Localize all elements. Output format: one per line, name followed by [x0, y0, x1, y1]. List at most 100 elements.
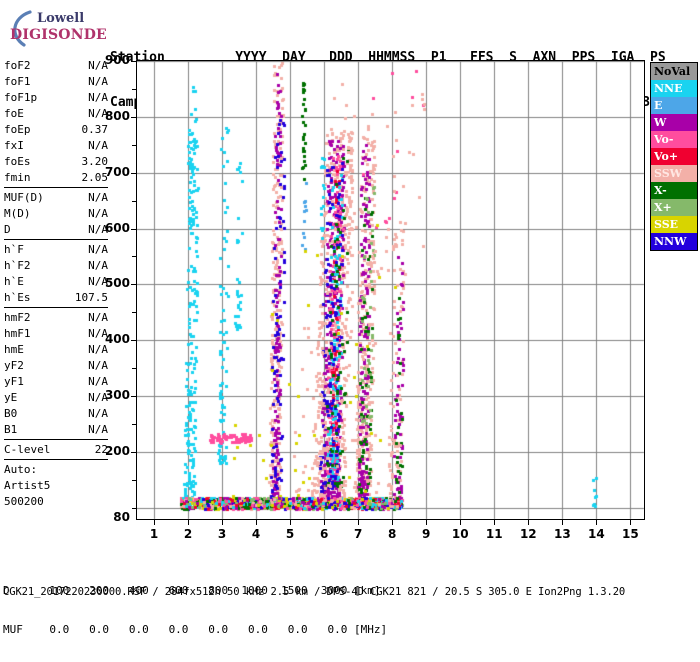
x-axis-tick: [256, 519, 258, 525]
param-row-fof1p: foF1p N/A: [2, 90, 112, 106]
x-axis-tick: [222, 519, 224, 525]
legend-item-vo[interactable]: Vo-: [651, 131, 697, 148]
param-value: N/A: [88, 391, 108, 404]
y-axis-label: 400: [104, 332, 130, 347]
ionospheric-parameters-panel: foF2 N/A foF1 N/A foF1p N/A foE N/A foEp 0.37 fxI N…: [2, 58, 112, 510]
legend-item-nne[interactable]: NNE: [651, 80, 697, 97]
param-value: N/A: [88, 139, 108, 152]
param-key: M(D): [4, 207, 31, 220]
legend-item-e[interactable]: E: [651, 97, 697, 114]
y-axis-tick-major: [131, 284, 136, 286]
x-axis-tick: [562, 519, 564, 525]
param-key: h`F2: [4, 259, 31, 272]
dmuf-row-muf: MUF 0.0 0.0 0.0 0.0 0.0 0.0 0.0 0.0 [MHz…: [3, 623, 388, 636]
auto-scaler-line-0: Auto:: [2, 462, 112, 478]
x-axis-tick: [392, 519, 394, 525]
param-value: N/A: [88, 243, 108, 256]
param-row-fof1: foF1 N/A: [2, 74, 112, 90]
param-group-divider: [4, 307, 108, 308]
param-value: N/A: [88, 207, 108, 220]
y-axis-tick-minor: [132, 312, 136, 314]
auto-scaler-line-1: Artist5: [2, 478, 112, 494]
lowell-digisonde-logo: Lowell DIGISONDE: [4, 8, 114, 50]
y-axis-tick-major: [131, 228, 136, 230]
y-axis-tick-major: [131, 396, 136, 398]
x-axis-tick: [460, 519, 462, 525]
legend-item-sse[interactable]: SSE: [651, 216, 697, 233]
param-row-hf: h`F N/A: [2, 242, 112, 258]
param-value: N/A: [88, 375, 108, 388]
param-key: yE: [4, 391, 18, 404]
param-row-fmin: fmin 2.05: [2, 170, 112, 186]
legend-item-nnw[interactable]: NNW: [651, 233, 697, 250]
x-axis-tick: [358, 519, 360, 525]
logo-arc-icon: [13, 10, 32, 47]
ionogram-canvas[interactable]: [137, 61, 644, 519]
legend-item-ssw[interactable]: SSW: [651, 165, 697, 182]
param-value: N/A: [88, 423, 108, 436]
param-value: N/A: [88, 59, 108, 72]
legend-item-x[interactable]: X-: [651, 182, 697, 199]
param-value: 0.37: [81, 123, 109, 136]
param-row-md: M(D) N/A: [2, 206, 112, 222]
x-axis-tick: [596, 519, 598, 525]
auto-scaler-text: Artist5: [4, 479, 51, 492]
y-axis-tick-minor: [132, 144, 136, 146]
param-row-hmf2: hmF2 N/A: [2, 310, 112, 326]
param-row-hes: h`Es 107.5: [2, 290, 112, 306]
y-axis-tick-minor: [132, 424, 136, 426]
logo-brand-bottom: DIGISONDE: [10, 27, 107, 43]
param-group-divider: [4, 239, 108, 240]
x-axis-label: 7: [353, 527, 363, 541]
param-key: foEp: [4, 123, 31, 136]
x-axis-label: 12: [519, 527, 537, 541]
y-axis-tick-major: [131, 451, 136, 453]
param-value: N/A: [88, 275, 108, 288]
y-axis-tick-minor: [132, 479, 136, 481]
param-key: fmin: [4, 171, 31, 184]
legend-item-w[interactable]: W: [651, 114, 697, 131]
legend-item-x[interactable]: X+: [651, 199, 697, 216]
param-row-ye: yE N/A: [2, 390, 112, 406]
logo-brand-top: Lowell: [37, 11, 85, 26]
param-value: N/A: [88, 311, 108, 324]
legend-item-noval[interactable]: NoVal: [651, 63, 697, 80]
param-value: 2.05: [81, 171, 109, 184]
y-axis-tick-minor: [132, 200, 136, 202]
ionogram-plot-area[interactable]: [136, 60, 645, 520]
y-axis-tick-minor: [132, 256, 136, 258]
param-group-divider: [4, 439, 108, 440]
param-row-foe: foE N/A: [2, 106, 112, 122]
y-axis-tick-major: [131, 116, 136, 118]
y-axis-label: 500: [104, 276, 130, 291]
param-key: foEs: [4, 155, 31, 168]
x-axis-label: 6: [319, 527, 329, 541]
param-value: N/A: [88, 327, 108, 340]
x-axis-label: 9: [422, 527, 431, 541]
y-axis-tick-minor: [132, 507, 136, 509]
param-row-d: D N/A: [2, 222, 112, 238]
param-key: hmF2: [4, 311, 31, 324]
x-axis-tick: [528, 519, 530, 525]
y-axis-tick-minor: [132, 368, 136, 370]
param-group-divider: [4, 187, 108, 188]
param-row-b1: B1 N/A: [2, 422, 112, 438]
param-row-mufd: MUF(D) N/A: [2, 190, 112, 206]
param-key: yF2: [4, 359, 24, 372]
y-axis-label: 600: [104, 220, 130, 235]
param-key: MUF(D): [4, 191, 44, 204]
param-key: hmF1: [4, 327, 31, 340]
y-axis-label: 200: [104, 443, 130, 458]
param-key: D: [4, 223, 11, 236]
param-value: 22: [94, 443, 108, 456]
x-axis-tick: [154, 519, 155, 525]
legend-item-vo[interactable]: Vo+: [651, 148, 697, 165]
y-axis-tick-major: [131, 340, 136, 342]
param-key: foE: [4, 107, 24, 120]
x-axis-tick: [290, 519, 292, 525]
x-axis-label: 10: [451, 527, 469, 541]
param-row-he: h`E N/A: [2, 274, 112, 290]
x-axis-tick: [426, 519, 428, 525]
param-key: B0: [4, 407, 18, 420]
param-row-foes: foEs 3.20: [2, 154, 112, 170]
